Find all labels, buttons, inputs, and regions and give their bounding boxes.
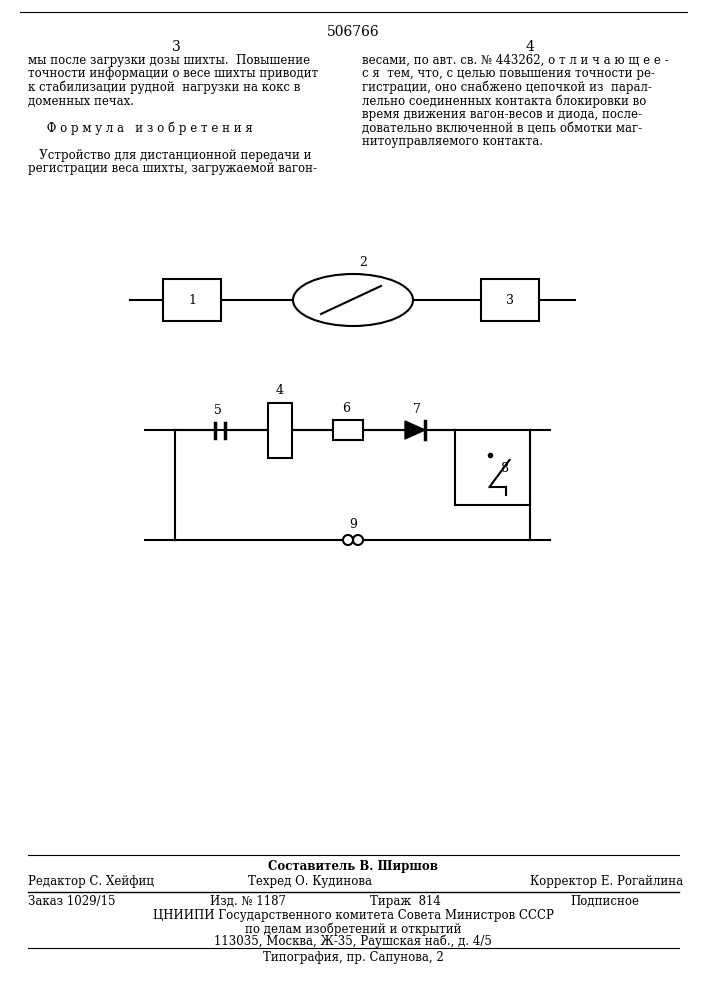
Text: Редактор С. Хейфиц: Редактор С. Хейфиц <box>28 875 154 888</box>
Text: Подписное: Подписное <box>570 895 639 908</box>
Text: 4: 4 <box>525 40 534 54</box>
Circle shape <box>353 535 363 545</box>
Text: по делам изобретений и открытий: по делам изобретений и открытий <box>245 922 461 936</box>
Text: 5: 5 <box>214 404 222 418</box>
Bar <box>163 279 221 321</box>
Text: к стабилизации рудной  нагрузки на кокс в: к стабилизации рудной нагрузки на кокс в <box>28 81 300 95</box>
Text: Заказ 1029/15: Заказ 1029/15 <box>28 895 115 908</box>
Text: 1: 1 <box>188 294 196 306</box>
Text: гистрации, оно снабжено цепочкой из  парал-: гистрации, оно снабжено цепочкой из пара… <box>362 81 652 95</box>
Text: с я  тем, что, с целью повышения точности ре-: с я тем, что, с целью повышения точности… <box>362 68 655 81</box>
Text: 3: 3 <box>172 40 180 54</box>
Text: доменных печах.: доменных печах. <box>28 95 134 107</box>
Text: 113035, Москва, Ж-35, Раушская наб., д. 4/5: 113035, Москва, Ж-35, Раушская наб., д. … <box>214 935 492 948</box>
Text: точности информации о весе шихты приводит: точности информации о весе шихты приводи… <box>28 68 318 81</box>
Polygon shape <box>405 421 425 439</box>
Text: Изд. № 1187: Изд. № 1187 <box>210 895 286 908</box>
Text: лельно соединенных контакта блокировки во: лельно соединенных контакта блокировки в… <box>362 95 646 108</box>
Text: регистрации веса шихты, загружаемой вагон-: регистрации веса шихты, загружаемой ваго… <box>28 162 317 175</box>
Text: 8: 8 <box>501 462 508 476</box>
Text: 7: 7 <box>413 403 421 416</box>
Text: Устройство для дистанционной передачи и: Устройство для дистанционной передачи и <box>28 148 312 161</box>
Text: 2: 2 <box>359 256 367 269</box>
Text: мы после загрузки дозы шихты.  Повышение: мы после загрузки дозы шихты. Повышение <box>28 54 310 67</box>
Text: 506766: 506766 <box>327 25 380 39</box>
Bar <box>481 279 539 321</box>
Text: 9: 9 <box>349 518 357 531</box>
Text: Составитель В. Ширшов: Составитель В. Ширшов <box>268 860 438 873</box>
Text: Ф о р м у л а   и з о б р е т е н и я: Ф о р м у л а и з о б р е т е н и я <box>28 121 252 135</box>
Text: довательно включенной в цепь обмотки маг-: довательно включенной в цепь обмотки маг… <box>362 121 642 134</box>
Text: 6: 6 <box>342 402 350 415</box>
Ellipse shape <box>293 274 413 326</box>
Text: Техред О. Кудинова: Техред О. Кудинова <box>248 875 372 888</box>
Text: Типография, пр. Сапунова, 2: Типография, пр. Сапунова, 2 <box>262 951 443 964</box>
Text: время движения вагон-весов и диода, после-: время движения вагон-весов и диода, посл… <box>362 108 642 121</box>
Bar <box>333 420 363 440</box>
Text: нитоуправляемого контакта.: нитоуправляемого контакта. <box>362 135 543 148</box>
Bar <box>268 402 292 458</box>
Text: ЦНИИПИ Государственного комитета Совета Министров СССР: ЦНИИПИ Государственного комитета Совета … <box>153 909 554 922</box>
Text: Корректор Е. Рогайлина: Корректор Е. Рогайлина <box>530 875 683 888</box>
Text: весами, по авт. св. № 443262, о т л и ч а ю щ е е -: весами, по авт. св. № 443262, о т л и ч … <box>362 54 669 67</box>
Text: Тираж  814: Тираж 814 <box>370 895 441 908</box>
Circle shape <box>343 535 353 545</box>
Text: 4: 4 <box>276 384 284 397</box>
Text: 3: 3 <box>506 294 514 306</box>
